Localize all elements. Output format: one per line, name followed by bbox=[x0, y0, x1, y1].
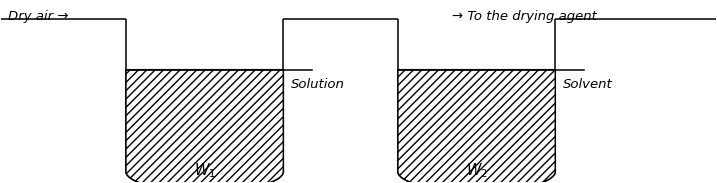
Text: Solution: Solution bbox=[290, 78, 344, 91]
Text: $W_1$: $W_1$ bbox=[194, 162, 216, 180]
Polygon shape bbox=[126, 70, 283, 183]
Text: Dry air →: Dry air → bbox=[8, 10, 68, 23]
Text: Solvent: Solvent bbox=[562, 78, 612, 91]
Text: $W_2$: $W_2$ bbox=[465, 162, 488, 180]
Polygon shape bbox=[398, 70, 555, 183]
Text: → To the drying agent: → To the drying agent bbox=[452, 10, 597, 23]
